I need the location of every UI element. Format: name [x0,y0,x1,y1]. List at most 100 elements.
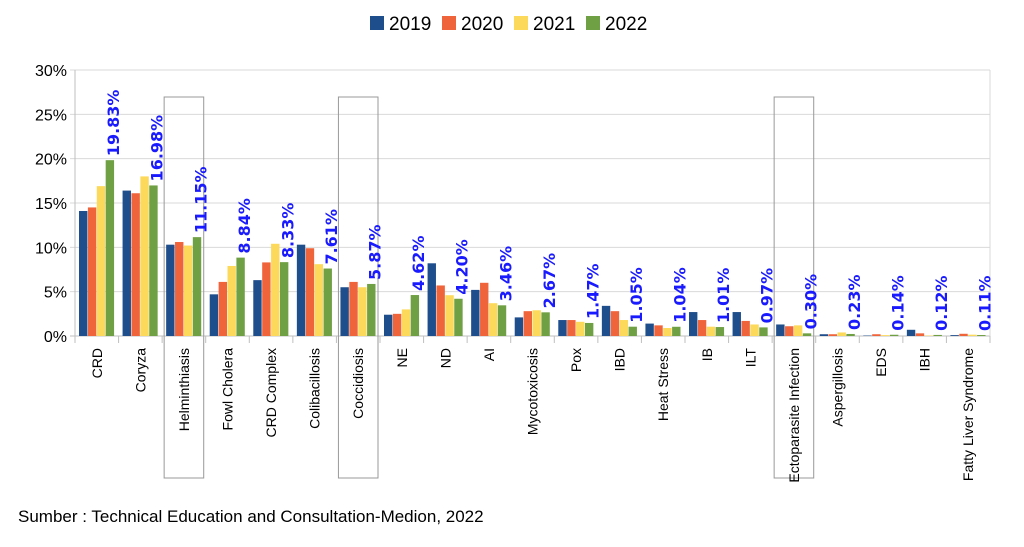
data-label: 0.23% [845,274,864,330]
bar-2022 [541,312,550,336]
bar-2021 [532,310,541,336]
bar-2022 [410,295,420,336]
bar-2020 [959,333,968,336]
y-tick-label: 15% [35,196,67,213]
data-label: 19.83% [104,90,123,157]
legend-label: 2021 [533,14,575,35]
bar-2020 [872,334,881,336]
bar-2019 [122,190,131,336]
data-label: 4.20% [453,239,472,295]
bar-2019 [906,329,916,336]
category-label: ND [437,348,453,368]
data-label: 1.04% [671,267,690,323]
bar-2020 [175,242,184,336]
bar-2022 [323,268,332,336]
bar-2020 [523,311,532,336]
data-label: 3.46% [496,246,515,302]
data-label: 8.84% [235,198,254,254]
bar-2019 [79,210,88,336]
bar-2020 [87,207,97,336]
bar-2022 [105,160,115,336]
bar-2020 [741,320,750,336]
bar-2022 [192,237,202,336]
bar-2020 [436,285,445,336]
bar-2022 [802,333,812,336]
category-label: NE [394,348,410,367]
category-label: Fatty Liver Syndrome [960,348,976,481]
y-tick-label: 20% [35,152,67,169]
category-label: Coccidiosis [350,348,366,419]
legend-swatch [370,16,384,30]
bar-2021 [314,264,324,336]
bar-2020 [262,262,271,336]
bar-2022 [497,305,507,336]
data-label: 0.12% [932,275,951,331]
bar-2020 [131,193,140,336]
bar-2022 [236,257,245,336]
bar-2021 [140,176,149,336]
bar-2019 [514,317,524,336]
bar-2021 [227,265,236,336]
data-label: 2.67% [540,253,559,309]
bar-2019 [471,289,480,336]
bar-2021 [881,335,890,336]
highlight-box [163,96,205,479]
bar-2019 [209,294,219,336]
bar-2021 [401,309,411,336]
legend-label: 2022 [605,14,647,35]
bar-2022 [628,326,637,336]
category-label: EDS [873,348,889,377]
category-label: Coryza [132,348,148,393]
legend-label: 2020 [461,14,503,35]
highlight-box [773,96,815,479]
bar-2019 [645,323,654,336]
y-tick-label: 0% [44,329,67,346]
source-note: Sumber : Technical Education and Consult… [18,507,484,526]
bar-2020 [828,334,837,336]
data-label: 1.47% [583,263,602,319]
bar-2022 [672,326,681,336]
bar-2019 [689,312,698,336]
bar-2019 [601,305,611,336]
highlight-box [337,96,379,479]
data-label: 4.62% [409,236,428,292]
bar-2020 [915,333,925,336]
bar-2021 [619,320,629,336]
category-label: CRD [89,348,105,378]
category-label: IBD [612,348,628,371]
bar-2021 [576,321,585,336]
data-label: 0.11% [976,276,995,332]
category-label: IBH [917,348,933,371]
bar-2021 [968,334,977,336]
bar-2019 [732,312,741,336]
bar-2021 [837,332,846,336]
bar-2020 [305,248,315,336]
category-label: Ectoparasite Infection [786,348,802,483]
bar-2020 [697,320,707,336]
y-tick-label: 25% [35,107,67,124]
legend-swatch [442,16,456,30]
data-label: 0.14% [888,275,907,331]
data-label: 0.30% [801,274,820,330]
data-label: 16.98% [148,115,167,182]
bar-2021 [663,328,672,336]
data-label: 0.97% [758,268,777,324]
bar-2019 [340,287,349,336]
bar-2021 [96,186,106,336]
data-label: 11.15% [191,166,210,233]
bar-2020 [654,325,663,336]
bar-2019 [950,335,959,336]
bar-2022 [846,333,855,336]
bar-2022 [759,327,768,336]
category-label: Aspergillosis [830,348,846,427]
bar-2020 [349,281,358,336]
legend-label: 2019 [389,14,431,35]
bar-2019 [253,280,262,336]
data-label: 7.61% [322,209,341,265]
bar-2019 [819,334,829,336]
bar-2022 [584,322,594,336]
y-tick-label: 10% [35,240,67,257]
bar-2019 [166,244,175,336]
y-tick-label: 30% [35,63,67,80]
